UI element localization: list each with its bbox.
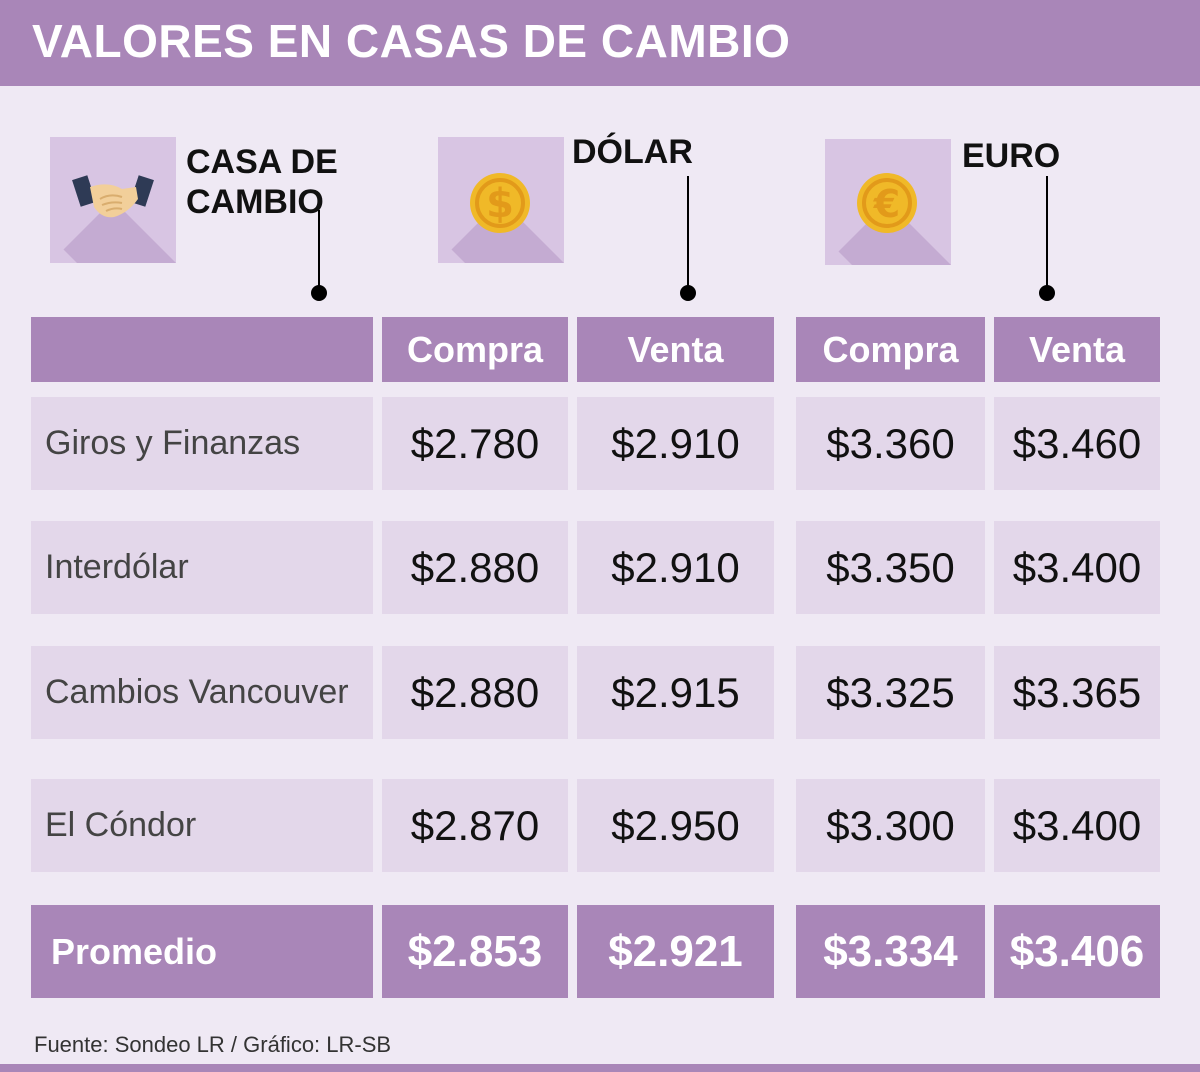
average-euro-venta: $3.406 <box>994 905 1160 998</box>
cell-euro-venta: $3.400 <box>994 521 1160 614</box>
dollar-glyph: $ <box>486 181 514 227</box>
cell-euro-venta: $3.460 <box>994 397 1160 490</box>
source-note: Fuente: Sondeo LR / Gráfico: LR-SB <box>34 1032 392 1057</box>
average-euro-compra: $3.334 <box>796 905 985 998</box>
dolar-leader-line <box>687 176 689 294</box>
bottom-rule <box>0 1064 1200 1072</box>
casa-leader-dot <box>311 285 327 301</box>
title-banner: VALORES EN CASAS DE CAMBIO <box>0 0 1200 86</box>
casa-label-line2: CAMBIO <box>186 183 324 221</box>
table-row-name: El Cóndor <box>31 779 373 872</box>
header-dolar-compra: Compra <box>382 317 568 382</box>
average-label: Promedio <box>31 905 373 998</box>
cell-euro-compra: $3.360 <box>796 397 985 490</box>
cell-dolar-compra: $2.780 <box>382 397 568 490</box>
table-row-name: Giros y Finanzas <box>31 397 373 490</box>
cell-euro-compra: $3.300 <box>796 779 985 872</box>
cell-euro-venta: $3.365 <box>994 646 1160 739</box>
header-euro-venta: Venta <box>994 317 1160 382</box>
header-blank <box>31 317 373 382</box>
euro-leader-dot <box>1039 285 1055 301</box>
euro-label: EURO <box>962 137 1061 175</box>
header-dolar-venta: Venta <box>577 317 774 382</box>
table-row-name: Cambios Vancouver <box>31 646 373 739</box>
page-title: VALORES EN CASAS DE CAMBIO <box>32 15 791 67</box>
cell-dolar-compra: $2.870 <box>382 779 568 872</box>
average-dolar-compra: $2.853 <box>382 905 568 998</box>
cell-dolar-venta: $2.915 <box>577 646 774 739</box>
cell-euro-venta: $3.400 <box>994 779 1160 872</box>
cell-euro-compra: $3.350 <box>796 521 985 614</box>
casa-leader-line <box>318 210 320 294</box>
euro-leader-line <box>1046 176 1048 294</box>
header-euro-compra: Compra <box>796 317 985 382</box>
cell-dolar-venta: $2.910 <box>577 397 774 490</box>
table-row-name: Interdólar <box>31 521 373 614</box>
euro-glyph: € <box>873 182 900 226</box>
dollar-coin-icon: $ <box>438 137 564 263</box>
cell-dolar-venta: $2.910 <box>577 521 774 614</box>
cell-dolar-venta: $2.950 <box>577 779 774 872</box>
cell-dolar-compra: $2.880 <box>382 646 568 739</box>
dolar-leader-dot <box>680 285 696 301</box>
casa-label-line1: CASA DE <box>186 143 338 181</box>
average-dolar-venta: $2.921 <box>577 905 774 998</box>
cell-euro-compra: $3.325 <box>796 646 985 739</box>
euro-coin-icon: € <box>825 139 951 265</box>
dolar-label: DÓLAR <box>572 133 693 171</box>
cell-dolar-compra: $2.880 <box>382 521 568 614</box>
casa-label: CASA DE CAMBIO <box>186 142 338 222</box>
handshake-icon <box>50 137 176 263</box>
